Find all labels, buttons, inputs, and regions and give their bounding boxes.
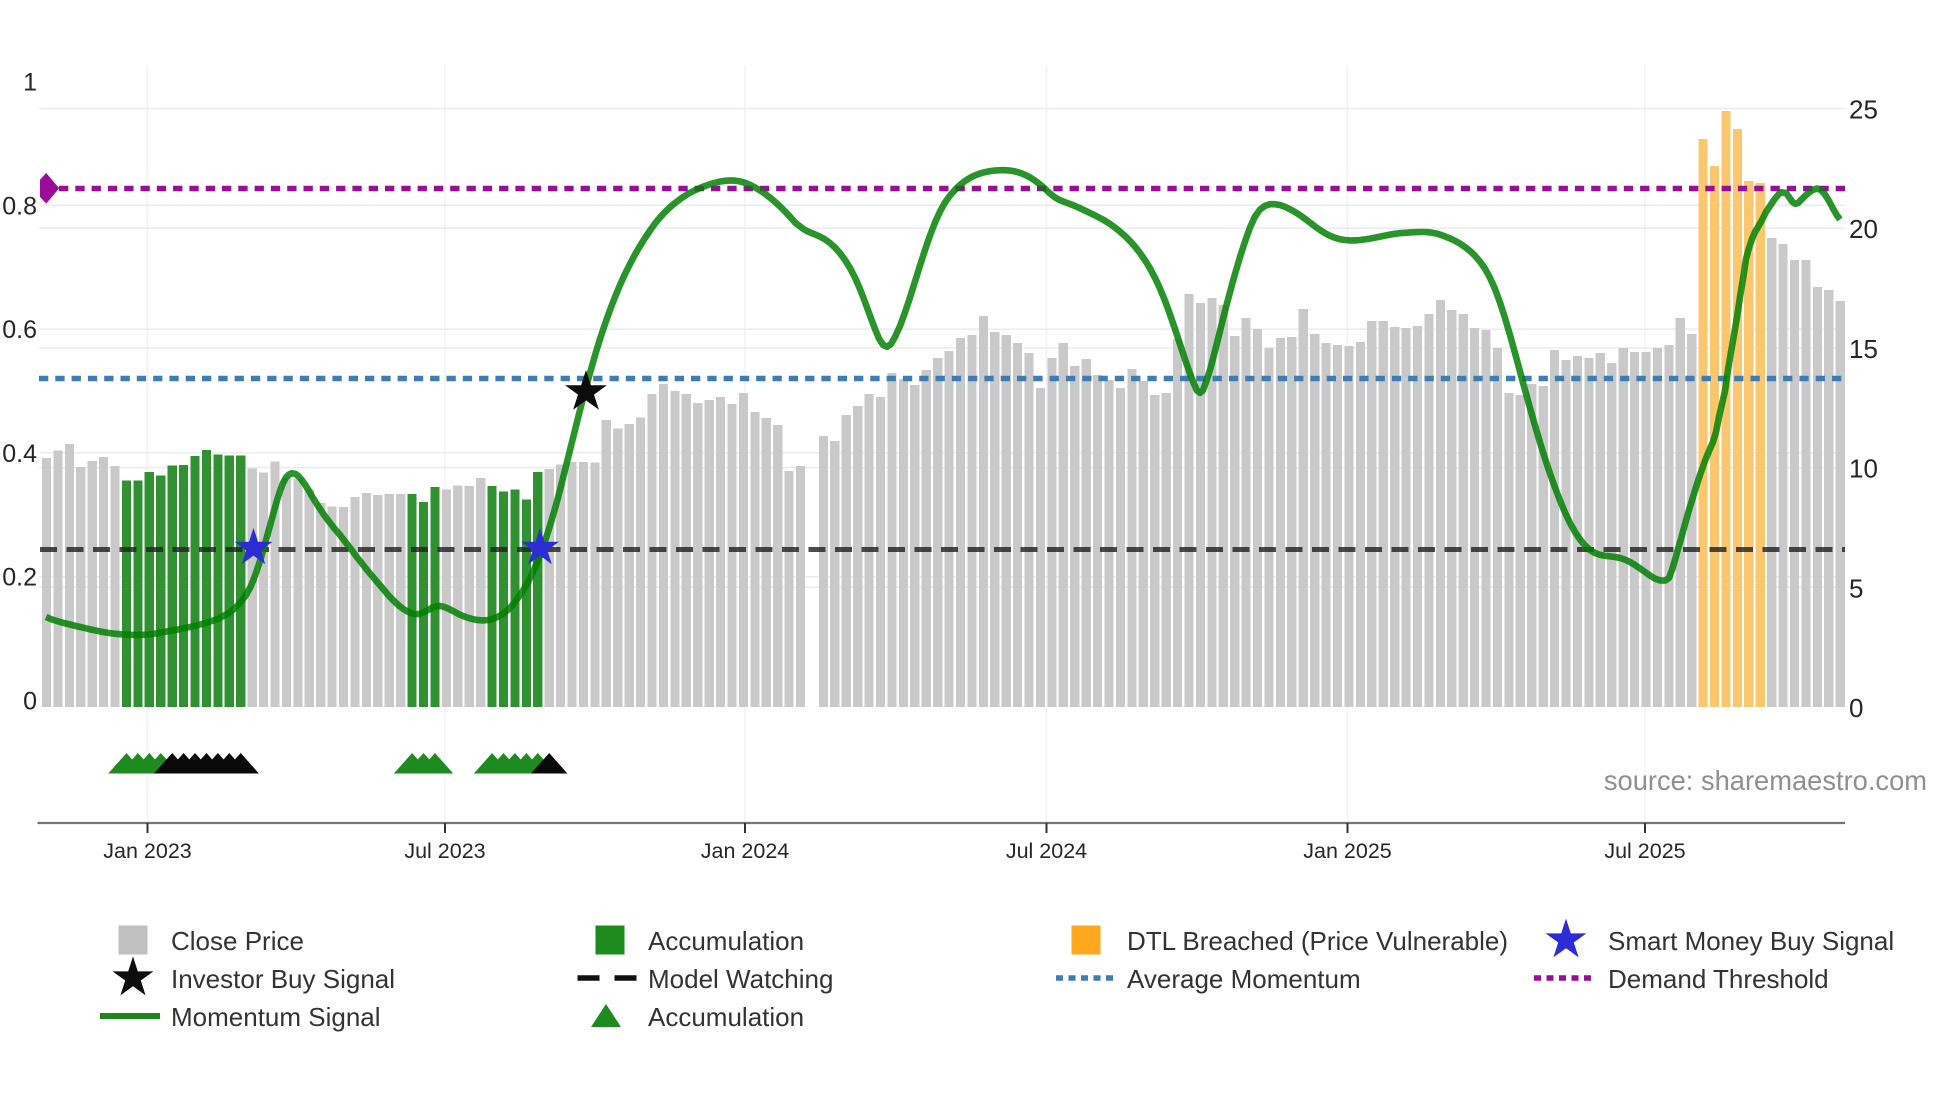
svg-text:Close Price: Close Price bbox=[171, 926, 304, 956]
svg-text:Jan 2023: Jan 2023 bbox=[103, 839, 192, 863]
svg-text:Jul 2023: Jul 2023 bbox=[404, 839, 485, 863]
svg-text:0.2: 0.2 bbox=[2, 564, 37, 592]
svg-text:Jan 2025: Jan 2025 bbox=[1303, 839, 1392, 863]
svg-text:0.8: 0.8 bbox=[2, 192, 37, 220]
svg-text:0.4: 0.4 bbox=[2, 440, 37, 468]
svg-text:source: sharemaestro.com: source: sharemaestro.com bbox=[1604, 765, 1927, 796]
svg-text:Average Momentum: Average Momentum bbox=[1127, 964, 1361, 994]
svg-text:Accumulation: Accumulation bbox=[648, 1002, 804, 1032]
svg-text:0: 0 bbox=[23, 687, 37, 715]
svg-text:Smart Money Buy Signal: Smart Money Buy Signal bbox=[1608, 926, 1894, 956]
svg-text:15: 15 bbox=[1849, 334, 1878, 364]
svg-text:0: 0 bbox=[1849, 693, 1863, 723]
svg-text:Demand Threshold: Demand Threshold bbox=[1608, 964, 1829, 994]
svg-text:Momentum Signal: Momentum Signal bbox=[171, 1002, 381, 1032]
svg-text:Jul 2025: Jul 2025 bbox=[1604, 839, 1685, 863]
svg-text:25: 25 bbox=[1849, 95, 1878, 125]
svg-text:1: 1 bbox=[23, 69, 37, 97]
svg-text:20: 20 bbox=[1849, 214, 1878, 244]
svg-text:Jul 2024: Jul 2024 bbox=[1006, 839, 1087, 863]
svg-text:5: 5 bbox=[1849, 573, 1863, 603]
svg-text:Jan 2024: Jan 2024 bbox=[701, 839, 790, 863]
svg-text:0.6: 0.6 bbox=[2, 316, 37, 344]
svg-text:Accumulation: Accumulation bbox=[648, 926, 804, 956]
svg-text:10: 10 bbox=[1849, 454, 1878, 484]
svg-text:Investor Buy Signal: Investor Buy Signal bbox=[171, 964, 395, 994]
svg-text:Model Watching: Model Watching bbox=[648, 964, 833, 994]
svg-text:DTL Breached (Price Vulnerable: DTL Breached (Price Vulnerable) bbox=[1127, 926, 1508, 956]
